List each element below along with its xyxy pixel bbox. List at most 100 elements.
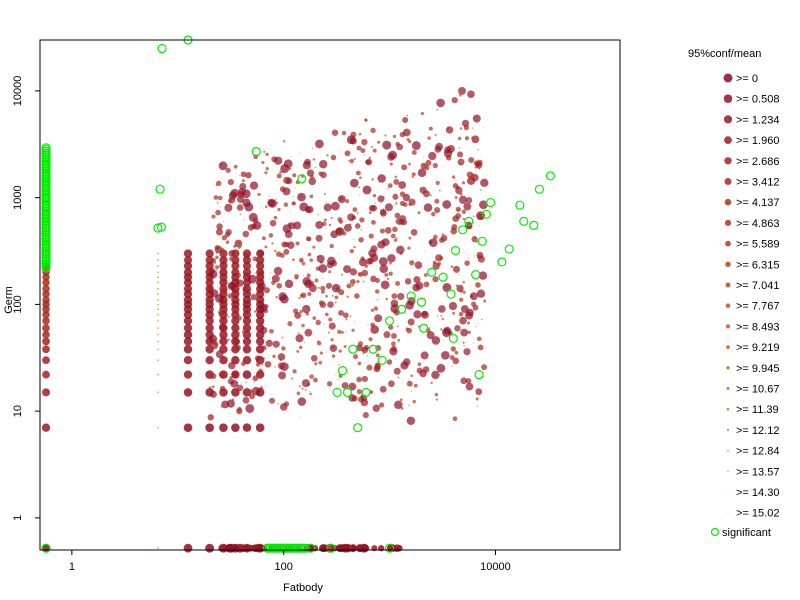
data-point	[304, 328, 313, 337]
data-point	[389, 261, 392, 265]
data-point	[414, 261, 423, 269]
data-point	[264, 385, 266, 387]
data-point	[247, 274, 257, 284]
data-point	[406, 416, 416, 425]
data-point	[428, 238, 438, 247]
data-point	[302, 161, 311, 170]
data-point	[295, 179, 300, 185]
data-point	[428, 221, 430, 223]
legend-marker	[727, 512, 729, 514]
data-point	[215, 350, 224, 359]
data-point	[315, 234, 323, 242]
data-point	[252, 221, 262, 230]
data-point	[459, 138, 461, 140]
data-point	[481, 318, 483, 321]
data-point	[242, 323, 252, 333]
data-point	[210, 373, 217, 380]
data-point	[435, 398, 439, 401]
legend-marker	[724, 198, 732, 206]
data-point	[379, 385, 387, 393]
data-point	[257, 274, 262, 279]
data-point	[334, 295, 339, 300]
data-point	[231, 316, 240, 326]
data-point	[358, 258, 367, 267]
data-point	[349, 268, 358, 276]
data-point	[370, 322, 376, 328]
data-point	[231, 256, 240, 265]
data-point	[440, 328, 443, 331]
data-point	[235, 344, 241, 351]
data-point	[435, 142, 444, 151]
data-point	[424, 165, 430, 171]
data-point	[370, 245, 378, 253]
data-point	[388, 324, 394, 330]
data-point	[302, 304, 311, 314]
data-point	[442, 200, 452, 209]
data-point	[288, 222, 296, 230]
data-point	[237, 411, 240, 413]
data-point	[409, 260, 415, 266]
data-point	[269, 328, 274, 334]
data-point	[237, 315, 242, 321]
data-point	[242, 396, 250, 404]
data-point	[209, 390, 217, 398]
data-point	[387, 187, 389, 190]
data-point	[316, 254, 325, 263]
data-point	[265, 167, 269, 171]
data-point	[405, 327, 410, 331]
data-point	[256, 295, 265, 305]
data-point	[483, 299, 487, 303]
data-point	[228, 316, 230, 318]
y-tick-label: 10	[12, 405, 24, 417]
data-point	[438, 305, 446, 313]
data-point	[360, 398, 369, 407]
data-point	[230, 188, 239, 198]
data-point	[308, 177, 317, 186]
data-point	[340, 331, 344, 334]
data-point	[217, 310, 223, 316]
data-point	[157, 276, 159, 278]
legend-entry-label: >= 0.508	[736, 94, 779, 106]
data-point	[183, 261, 193, 270]
data-point	[331, 294, 334, 297]
data-point	[217, 286, 219, 288]
data-point	[224, 203, 233, 212]
data-point	[157, 348, 159, 351]
data-point	[278, 371, 287, 380]
data-point	[352, 354, 359, 360]
data-point	[292, 369, 297, 374]
data-point	[220, 349, 222, 351]
points-layer	[41, 86, 489, 553]
data-point	[461, 209, 467, 214]
data-point	[207, 285, 214, 292]
data-point	[224, 231, 231, 238]
data-point	[261, 345, 267, 351]
data-point	[215, 184, 218, 187]
data-point	[183, 268, 193, 277]
data-point	[227, 281, 236, 291]
data-point	[461, 181, 466, 185]
data-point	[358, 237, 364, 243]
data-point	[157, 327, 159, 329]
data-point	[219, 268, 228, 277]
data-point	[273, 249, 277, 253]
data-point	[292, 201, 296, 205]
data-point	[293, 221, 302, 230]
data-point	[335, 227, 343, 235]
data-point	[359, 544, 367, 552]
data-point	[252, 375, 259, 382]
data-point	[215, 269, 218, 271]
data-point	[265, 152, 269, 156]
data-point	[183, 249, 193, 258]
data-point	[411, 175, 414, 179]
data-point	[298, 416, 300, 418]
data-point	[364, 118, 368, 122]
data-point	[343, 223, 352, 232]
data-point	[402, 193, 411, 202]
legend-entry-label: >= 11.39	[736, 404, 779, 416]
data-point	[423, 156, 425, 158]
significant-point	[416, 297, 427, 307]
data-point	[242, 345, 252, 354]
data-point	[219, 206, 221, 208]
legend-entry-label: >= 12.12	[736, 425, 779, 437]
